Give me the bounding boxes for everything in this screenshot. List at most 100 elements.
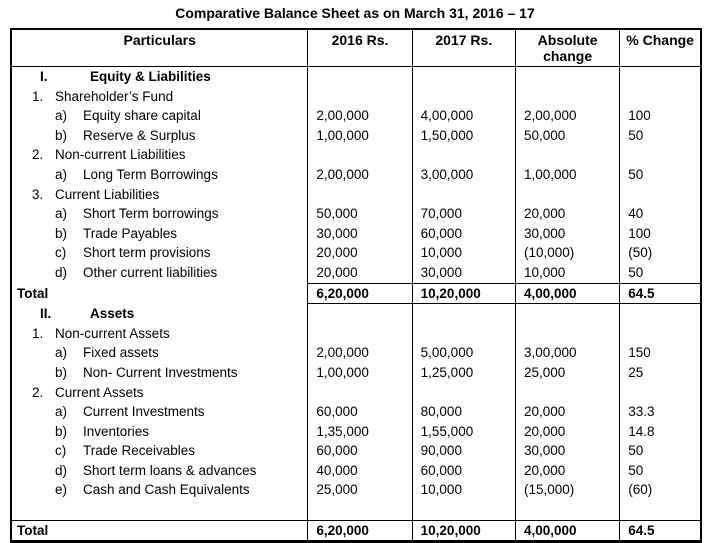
table-row: Total 6,20,000 10,20,000 4,00,000 64.5 <box>10 519 702 542</box>
absolute-change-cell: 30,000 <box>514 441 621 461</box>
particulars-cell: a) Long Term Borrowings <box>10 164 309 185</box>
particulars-cell <box>10 500 309 521</box>
pct-change-cell: (50) <box>619 243 702 263</box>
absolute-change-cell: 20,000 <box>514 460 621 481</box>
absolute-change-cell: 20,000 <box>514 204 621 224</box>
particulars-cell: d) Short term loans & advances <box>10 460 309 481</box>
value-2017-cell: 4,00,000 <box>411 106 516 126</box>
absolute-change-cell: 3,00,000 <box>514 343 621 363</box>
row-number: 2. <box>32 384 44 400</box>
table-row: d) Short term loans & advances 40,000 60,00… <box>10 460 702 481</box>
value-2017-cell <box>411 184 516 205</box>
table-row: a) Short Term borrowings 50,000 70,000 20,00… <box>10 204 702 224</box>
particulars-cell: 3. Current Liabilities <box>10 184 309 205</box>
pct-change-cell: 40 <box>619 204 702 224</box>
row-label: Fixed assets <box>83 345 159 361</box>
table-row: b) Reserve & Surplus 1,00,000 1,50,000 50,00… <box>10 125 702 146</box>
row-number: c) <box>55 245 67 261</box>
pct-change-cell <box>619 86 702 107</box>
value-2016-cell: 60,000 <box>307 402 413 422</box>
value-2017-cell <box>411 323 516 344</box>
row-label: Short term provisions <box>83 245 211 261</box>
value-2017-cell: 90,000 <box>411 441 516 461</box>
row-number: a) <box>55 206 68 222</box>
value-2016-cell: 2,00,000 <box>307 164 413 185</box>
col-header-particulars: Particulars <box>10 29 309 67</box>
pct-change-cell: 50 <box>619 125 702 146</box>
value-2017-cell <box>411 86 516 107</box>
value-2017-cell: 5,00,000 <box>411 343 516 363</box>
value-2017-cell <box>411 66 516 87</box>
particulars-cell: I. Equity & Liabilities <box>10 66 309 87</box>
absolute-change-cell <box>514 184 621 205</box>
value-2016-cell: 6,20,000 <box>307 282 413 305</box>
balance-sheet-table: Particulars 2016 Rs. 2017 Rs. Absolute c… <box>10 28 702 543</box>
row-label: Cash and Cash Equivalents <box>83 482 250 498</box>
absolute-change-cell <box>514 66 621 87</box>
table-row: II. Assets <box>10 303 702 324</box>
pct-change-cell: 50 <box>619 441 702 461</box>
row-label: Equity share capital <box>83 108 201 124</box>
table-row <box>10 500 702 521</box>
absolute-change-cell: 30,000 <box>514 223 621 244</box>
particulars-cell: 1. Non-current Assets <box>10 323 309 344</box>
value-2016-cell: 2,00,000 <box>307 106 413 126</box>
particulars-cell: 2. Non-current Liabilities <box>10 145 309 165</box>
particulars-cell: e) Cash and Cash Equivalents <box>10 480 309 501</box>
row-label: Short term loans & advances <box>83 462 257 478</box>
value-2016-cell: 20,000 <box>307 243 413 263</box>
particulars-cell: c) Short term provisions <box>10 243 309 263</box>
particulars-cell: a) Short Term borrowings <box>10 204 309 224</box>
absolute-change-cell: 1,00,000 <box>514 164 621 185</box>
particulars-cell: a) Fixed assets <box>10 343 309 363</box>
row-label: Long Term Borrowings <box>83 166 218 182</box>
table-row: 2. Current Assets <box>10 382 702 403</box>
row-number: d) <box>55 462 68 478</box>
row-label: Trade Payables <box>83 225 178 241</box>
value-2016-cell <box>307 145 413 165</box>
value-2017-cell: 3,00,000 <box>411 164 516 185</box>
table-row: a) Fixed assets 2,00,000 5,00,000 3,00,000 15… <box>10 343 702 363</box>
pct-change-cell: 25 <box>619 362 702 383</box>
particulars-cell: b) Trade Payables <box>10 223 309 244</box>
value-2016-cell: 60,000 <box>307 441 413 461</box>
row-label: Shareholder’s Fund <box>55 88 174 104</box>
pct-change-cell: 33.3 <box>619 402 702 422</box>
value-2016-cell <box>307 500 413 521</box>
value-2016-cell: 1,00,000 <box>307 362 413 383</box>
pct-change-cell: 14.8 <box>619 421 702 442</box>
pct-change-cell: 50 <box>619 164 702 185</box>
absolute-change-cell: 25,000 <box>514 362 621 383</box>
table-row: a) Long Term Borrowings 2,00,000 3,00,000 1,… <box>10 164 702 185</box>
value-2017-cell: 1,50,000 <box>411 125 516 146</box>
particulars-cell: a) Equity share capital <box>10 106 309 126</box>
pct-change-cell: 64.5 <box>619 519 702 542</box>
row-label: Other current liabilities <box>83 265 218 281</box>
absolute-change-cell <box>514 323 621 344</box>
absolute-change-cell: 4,00,000 <box>514 282 621 305</box>
value-2016-cell: 50,000 <box>307 204 413 224</box>
row-number: b) <box>55 225 68 241</box>
value-2017-cell: 1,55,000 <box>411 421 516 442</box>
value-2016-cell: 30,000 <box>307 223 413 244</box>
value-2016-cell <box>307 184 413 205</box>
row-label: Reserve & Surplus <box>83 127 196 143</box>
table-row: b) Non- Current Investments 1,00,000 1,25,0… <box>10 362 702 383</box>
row-label: Total <box>17 522 49 538</box>
absolute-change-cell <box>514 303 621 324</box>
pct-change-cell <box>619 66 702 87</box>
row-number: d) <box>55 265 68 281</box>
value-2016-cell: 25,000 <box>307 480 413 501</box>
table-row: d) Other current liabilities 20,000 30,000 1… <box>10 262 702 284</box>
value-2017-cell: 1,25,000 <box>411 362 516 383</box>
value-2017-cell: 10,20,000 <box>411 282 516 305</box>
particulars-cell: 2. Current Assets <box>10 382 309 403</box>
particulars-cell: c) Trade Receivables <box>10 441 309 461</box>
absolute-change-cell <box>514 382 621 403</box>
table-row: a) Current Investments 60,000 80,000 20,000 3… <box>10 402 702 422</box>
table-body: I. Equity & Liabilities 1. Shareholder’s Fu… <box>10 66 702 542</box>
value-2017-cell <box>411 500 516 521</box>
table-row: I. Equity & Liabilities <box>10 66 702 87</box>
value-2017-cell: 80,000 <box>411 402 516 422</box>
